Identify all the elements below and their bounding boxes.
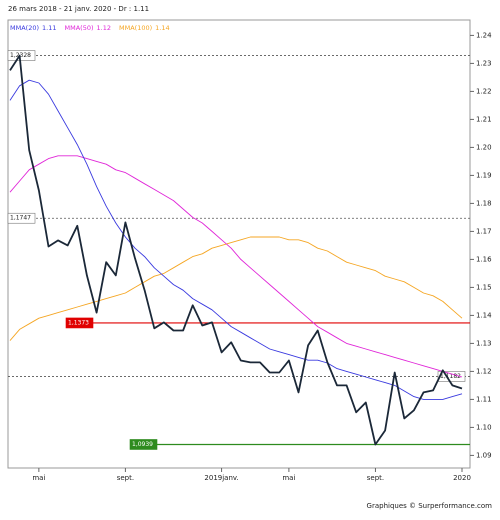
x-tick-label: mai [282, 474, 295, 482]
y-tick-label: 1.09 [476, 451, 492, 459]
level-label-box [437, 371, 466, 382]
footer: Graphiques © Surperformance.com [367, 502, 493, 510]
legend-name: MMA(50) [65, 24, 94, 32]
level-label-box [7, 50, 36, 61]
x-tick-label: 2019janv. [204, 474, 238, 482]
chart-title: 26 mars 2018 - 21 janv. 2020 - Dr : 1.11 [8, 5, 149, 13]
y-tick-label: 1.16 [476, 255, 492, 263]
y-tick-label: 1.24 [476, 31, 492, 39]
y-tick-label: 1.22 [476, 87, 492, 95]
x-tick-label: sept. [117, 474, 134, 482]
legend-value: 1.11 [42, 24, 56, 32]
level-label-box [65, 317, 94, 329]
plot-frame [7, 19, 471, 469]
y-tick-label: 1.19 [476, 171, 492, 179]
level-label-box [129, 439, 158, 450]
y-tick-label: 1.10 [476, 423, 492, 431]
y-tick-label: 1.14 [476, 311, 492, 319]
legend-value: 1.14 [155, 24, 169, 32]
level-label: 1,2328 [10, 52, 31, 59]
y-tick-label: 1.21 [476, 115, 492, 123]
level-label: 1,0939 [132, 441, 153, 448]
moving-average-line [9, 79, 463, 400]
level-label: 1,1182 [440, 373, 461, 380]
legend-name: MMA(100) [119, 24, 152, 32]
legend-value: 1.12 [97, 24, 111, 32]
level-label: 1,1373 [68, 319, 89, 326]
level-label: 1,1747 [10, 215, 31, 222]
x-tick-label: 2020 [453, 474, 471, 482]
level-label-box [7, 212, 36, 224]
y-tick-label: 1.15 [476, 283, 492, 291]
y-tick-label: 1.12 [476, 367, 492, 375]
y-tick-label: 1.11 [476, 395, 492, 403]
price-line [9, 54, 463, 446]
x-tick-label: mai [32, 474, 45, 482]
legend-name: MMA(20) [10, 24, 39, 32]
y-tick-label: 1.23 [476, 59, 492, 67]
x-tick-label: sept. [367, 474, 384, 482]
y-tick-label: 1.13 [476, 339, 492, 347]
y-tick-label: 1.20 [476, 143, 492, 151]
moving-average-line [9, 236, 463, 341]
y-tick-label: 1.18 [476, 199, 492, 207]
y-tick-label: 1.17 [476, 227, 492, 235]
moving-average-line [9, 155, 463, 378]
